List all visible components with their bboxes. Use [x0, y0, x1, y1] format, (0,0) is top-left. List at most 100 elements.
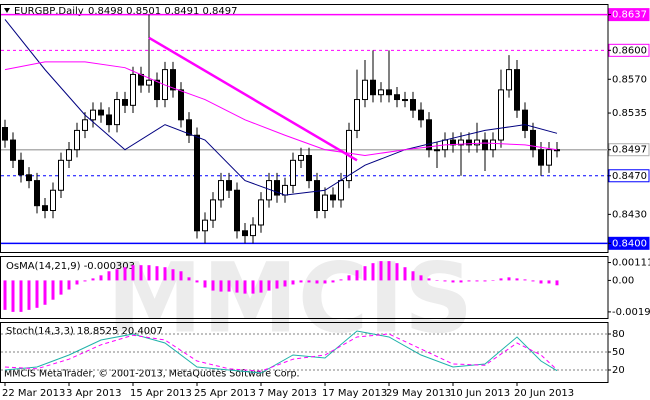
histogram-bar	[147, 265, 151, 281]
histogram-bar	[75, 280, 79, 285]
candle-body	[474, 139, 480, 146]
histogram-bar	[67, 280, 71, 290]
x-tick-label: 20 Jun 2013	[514, 388, 574, 399]
histogram-bar	[387, 261, 391, 281]
candle-body	[498, 89, 504, 141]
candle-body	[82, 119, 88, 131]
histogram-bar	[43, 280, 47, 305]
candle-body	[10, 139, 16, 161]
candle-body	[402, 99, 408, 102]
histogram-bar	[187, 277, 191, 281]
series-line	[4, 333, 558, 372]
candle-body	[186, 119, 192, 136]
x-tick-label: 17 May 2013	[322, 388, 387, 399]
x-tick-label: 29 May 2013	[386, 388, 451, 399]
candle-body	[378, 89, 384, 96]
histogram-bar	[19, 280, 23, 312]
candle-body	[522, 109, 528, 131]
candle-body	[458, 139, 464, 146]
histogram-bar	[451, 280, 455, 283]
candle-body	[50, 189, 56, 212]
histogram-bar	[123, 267, 127, 281]
histogram-bar	[435, 280, 439, 281]
histogram-bar	[27, 280, 31, 310]
candle-body	[98, 109, 104, 116]
candle-body	[170, 69, 176, 91]
candle-body	[74, 129, 80, 151]
candle-body	[34, 180, 40, 207]
candle-body	[322, 194, 328, 212]
y-tick-label: 0.001113	[612, 258, 650, 269]
x-tick-label: 10 Jun 2013	[450, 388, 510, 399]
histogram-bar	[507, 277, 511, 281]
candle-body	[370, 79, 376, 96]
histogram-bar	[251, 280, 255, 294]
histogram-bar	[291, 280, 295, 285]
histogram-bar	[515, 278, 519, 281]
y-tick-label: 50	[612, 347, 625, 358]
histogram-bar	[395, 263, 399, 281]
histogram-bar	[179, 271, 183, 281]
x-tick-label: 22 Mar 2013	[2, 388, 65, 399]
y-tick-label: 0.00	[612, 275, 634, 286]
candle-body	[506, 69, 512, 91]
histogram-bar	[227, 280, 231, 292]
candle-body	[466, 139, 472, 146]
candle-body	[354, 99, 360, 131]
histogram-bar	[347, 275, 351, 281]
histogram-bar	[35, 280, 39, 308]
y-tick-label: 0.8535	[612, 108, 647, 119]
candle-body	[178, 89, 184, 121]
indicator-title: Stoch(14,3,3) 18.8525 20.4007	[6, 326, 163, 337]
candle-body	[514, 69, 520, 111]
x-tick-label: 25 Apr 2013	[194, 388, 256, 399]
candle-body	[482, 139, 488, 151]
histogram-bar	[139, 265, 143, 281]
histogram-bar	[59, 280, 63, 295]
candle-body	[490, 139, 496, 151]
candle-body	[234, 189, 240, 232]
indicator-line	[4, 19, 558, 196]
candle-body	[298, 155, 304, 161]
candle-body	[138, 73, 144, 86]
y-tick-label: 0.8600	[612, 45, 647, 56]
x-tick-label: 3 Apr 2013	[66, 388, 121, 399]
histogram-bar	[539, 280, 543, 284]
candle-body	[242, 230, 248, 237]
y-tick-label: 0.8400	[612, 238, 647, 249]
candle-body	[418, 109, 424, 121]
candle-body	[106, 114, 112, 126]
candle-body	[314, 180, 320, 212]
histogram-bar	[131, 265, 135, 281]
candle-body	[218, 180, 224, 201]
histogram-bar	[299, 280, 303, 283]
histogram-bar	[235, 280, 239, 293]
candle-body	[2, 127, 8, 141]
panel-frame	[0, 4, 609, 253]
candle-body	[362, 79, 368, 101]
histogram-bar	[307, 280, 311, 283]
histogram-bar	[339, 279, 343, 281]
histogram-bar	[419, 275, 423, 281]
y-tick-label: -0.00196	[612, 307, 650, 318]
candle-body	[58, 159, 64, 191]
histogram-bar	[363, 266, 367, 281]
histogram-bar	[555, 280, 559, 286]
candle-body	[282, 184, 288, 196]
indicator-line	[4, 61, 558, 157]
candle-body	[202, 219, 208, 232]
histogram-bar	[203, 280, 207, 288]
histogram-bar	[267, 280, 271, 291]
histogram-bar	[315, 280, 319, 284]
histogram-bar	[51, 280, 55, 300]
candle-body	[90, 109, 96, 121]
histogram-bar	[403, 267, 407, 281]
histogram-bar	[531, 280, 535, 282]
histogram-bar	[243, 280, 247, 294]
histogram-bar	[355, 270, 359, 281]
histogram-bar	[155, 266, 159, 281]
histogram-bar	[275, 280, 279, 289]
histogram-bar	[411, 271, 415, 281]
candle-body	[530, 129, 536, 151]
candle-body	[330, 194, 336, 201]
